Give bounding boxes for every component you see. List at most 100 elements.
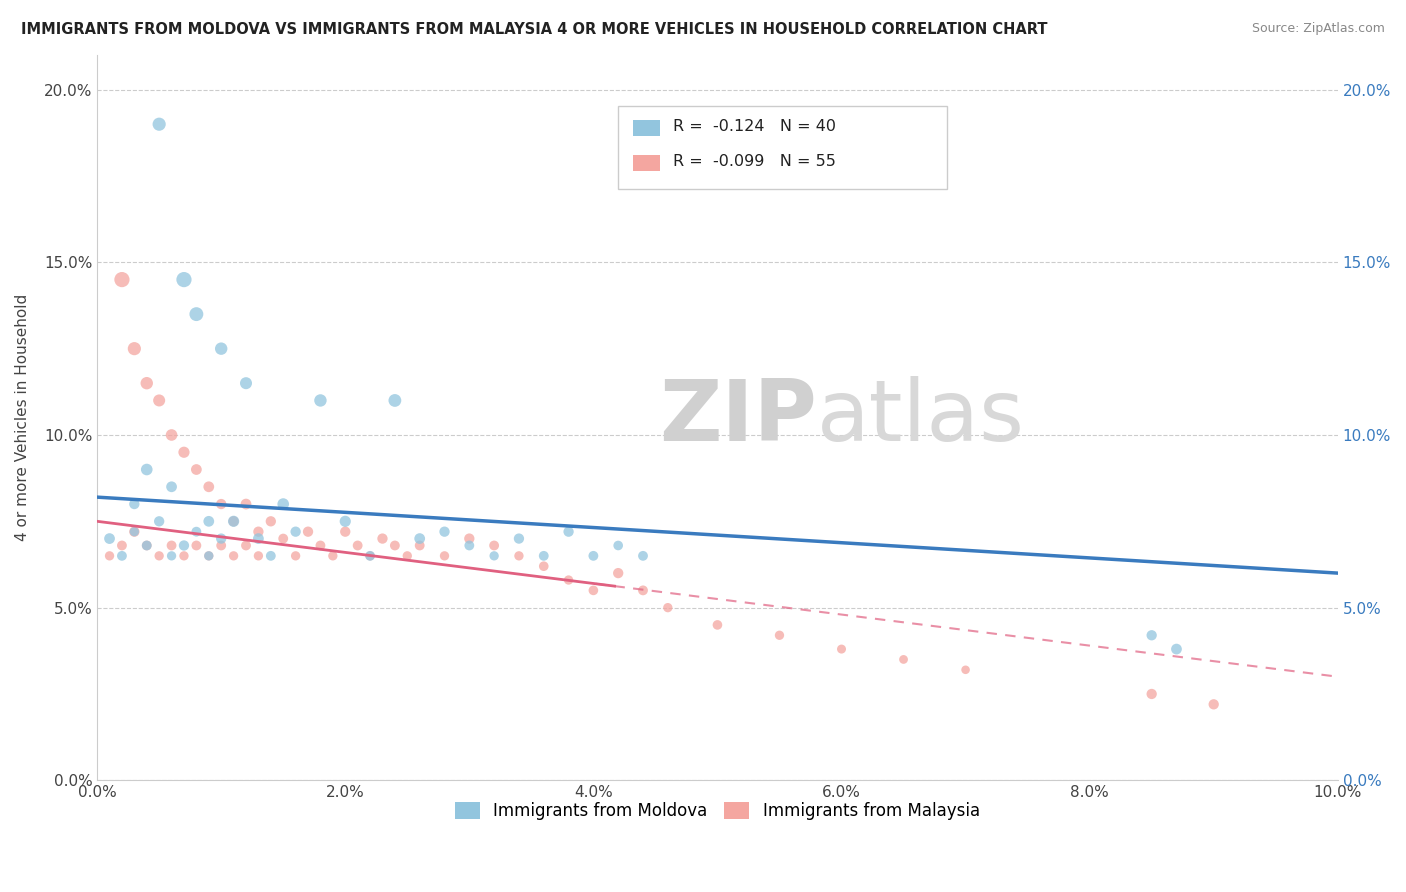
Point: [409, 539, 432, 553]
Point: [831, 642, 853, 657]
Point: [209, 532, 232, 546]
Point: [247, 532, 270, 546]
Point: [1166, 642, 1188, 657]
Point: [396, 549, 419, 563]
Point: [631, 549, 654, 563]
Point: [209, 539, 232, 553]
Point: [135, 539, 157, 553]
Point: [433, 549, 456, 563]
Point: [111, 549, 134, 563]
Point: [160, 549, 183, 563]
Point: [458, 532, 481, 546]
Point: [371, 532, 394, 546]
Point: [160, 539, 183, 553]
FancyBboxPatch shape: [619, 106, 948, 189]
Point: [657, 600, 679, 615]
Point: [111, 272, 134, 286]
Point: [384, 539, 406, 553]
Point: [222, 549, 245, 563]
Text: ZIP: ZIP: [659, 376, 817, 459]
Point: [284, 549, 307, 563]
Legend: Immigrants from Moldova, Immigrants from Malaysia: Immigrants from Moldova, Immigrants from…: [449, 795, 987, 826]
Point: [409, 532, 432, 546]
Point: [557, 573, 579, 587]
Point: [173, 272, 195, 286]
Text: atlas: atlas: [817, 376, 1025, 459]
Point: [508, 549, 530, 563]
Point: [508, 532, 530, 546]
Point: [124, 524, 146, 539]
Point: [384, 393, 406, 408]
Point: [148, 549, 170, 563]
FancyBboxPatch shape: [633, 120, 661, 136]
Point: [173, 445, 195, 459]
Point: [582, 583, 605, 598]
Point: [186, 462, 208, 476]
Point: [197, 480, 219, 494]
Point: [533, 549, 555, 563]
Point: [346, 539, 368, 553]
Point: [260, 514, 283, 528]
Point: [482, 539, 505, 553]
Point: [235, 539, 257, 553]
Point: [148, 117, 170, 131]
Point: [173, 539, 195, 553]
Point: [458, 539, 481, 553]
Text: IMMIGRANTS FROM MOLDOVA VS IMMIGRANTS FROM MALAYSIA 4 OR MORE VEHICLES IN HOUSEH: IMMIGRANTS FROM MOLDOVA VS IMMIGRANTS FR…: [21, 22, 1047, 37]
Point: [607, 539, 630, 553]
Point: [235, 497, 257, 511]
Point: [322, 549, 344, 563]
Point: [111, 539, 134, 553]
Point: [135, 462, 157, 476]
Point: [433, 524, 456, 539]
Point: [222, 514, 245, 528]
Point: [197, 514, 219, 528]
Point: [124, 524, 146, 539]
Point: [235, 376, 257, 391]
Text: R =  -0.099   N = 55: R = -0.099 N = 55: [673, 153, 835, 169]
FancyBboxPatch shape: [633, 155, 661, 171]
Point: [98, 549, 121, 563]
Point: [335, 514, 357, 528]
Point: [482, 549, 505, 563]
Point: [271, 497, 294, 511]
Point: [359, 549, 381, 563]
Point: [557, 524, 579, 539]
Point: [209, 342, 232, 356]
Point: [297, 524, 319, 539]
Point: [186, 539, 208, 553]
Point: [706, 618, 728, 632]
Y-axis label: 4 or more Vehicles in Household: 4 or more Vehicles in Household: [15, 294, 30, 541]
Point: [1140, 687, 1163, 701]
Point: [631, 583, 654, 598]
Point: [533, 559, 555, 574]
Point: [160, 428, 183, 442]
Point: [1140, 628, 1163, 642]
Point: [955, 663, 977, 677]
Text: Source: ZipAtlas.com: Source: ZipAtlas.com: [1251, 22, 1385, 36]
Point: [335, 524, 357, 539]
Text: R =  -0.124   N = 40: R = -0.124 N = 40: [673, 119, 835, 134]
Point: [247, 549, 270, 563]
Point: [186, 524, 208, 539]
Point: [197, 549, 219, 563]
Point: [160, 480, 183, 494]
Point: [98, 532, 121, 546]
Point: [135, 376, 157, 391]
Point: [209, 497, 232, 511]
Point: [260, 549, 283, 563]
Point: [359, 549, 381, 563]
Point: [1202, 698, 1225, 712]
Point: [124, 342, 146, 356]
Point: [309, 539, 332, 553]
Point: [186, 307, 208, 321]
Point: [309, 393, 332, 408]
Point: [284, 524, 307, 539]
Point: [607, 566, 630, 581]
Point: [768, 628, 790, 642]
Point: [148, 514, 170, 528]
Point: [247, 524, 270, 539]
Point: [197, 549, 219, 563]
Point: [124, 497, 146, 511]
Point: [222, 514, 245, 528]
